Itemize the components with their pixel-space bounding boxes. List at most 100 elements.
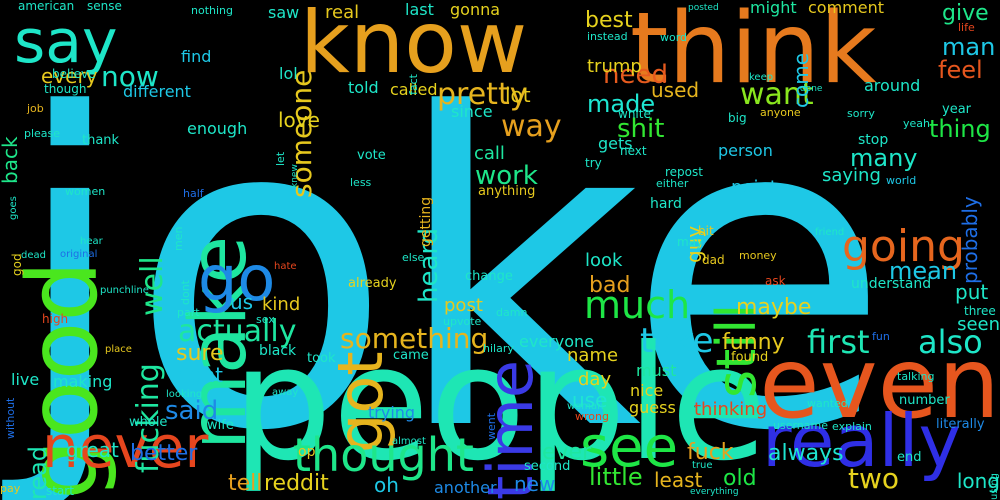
cloud-word-something: something: [340, 322, 489, 355]
cloud-word-always: always: [768, 441, 844, 466]
cloud-word-ever: ever: [542, 440, 592, 465]
cloud-word-white: white: [618, 107, 651, 121]
cloud-word-better: better: [130, 441, 198, 466]
cloud-word-hate: hate: [274, 261, 297, 272]
cloud-word-gonna: gonna: [450, 0, 501, 19]
cloud-word-see: see: [580, 415, 679, 480]
cloud-word-people: people: [232, 312, 768, 496]
cloud-word-new: new: [514, 472, 556, 496]
cloud-word-made: made: [587, 90, 656, 118]
cloud-word-point: point: [731, 177, 777, 198]
cloud-word-went: went: [485, 412, 498, 440]
cloud-word-knew: knew: [290, 164, 300, 188]
cloud-word-call: call: [474, 143, 505, 164]
cloud-word-love: love: [278, 108, 320, 132]
cloud-word-anyone: anyone: [760, 106, 801, 119]
cloud-word-dead: dead: [21, 250, 46, 261]
cloud-word-think: think: [630, 0, 877, 106]
cloud-word-yeah: yeah: [903, 117, 930, 130]
cloud-word-feel: feel: [938, 56, 983, 84]
cloud-word-year: year: [942, 102, 972, 117]
cloud-word-true: true: [692, 460, 713, 471]
cloud-word-least: least: [654, 468, 703, 492]
cloud-word-original: original: [60, 249, 98, 260]
cloud-word-even: even: [759, 327, 1000, 441]
cloud-word-took: took: [307, 351, 336, 366]
cloud-word-seen: seen: [957, 314, 1000, 335]
cloud-word-funny: funny: [722, 330, 785, 355]
cloud-word-back: back: [0, 136, 22, 184]
cloud-word-little: little: [589, 463, 643, 491]
cloud-word-long: long: [956, 469, 1000, 493]
cloud-word-actually: actually: [178, 314, 297, 349]
cloud-word-going: going: [842, 221, 965, 272]
cloud-word-please: please: [24, 127, 61, 140]
cloud-word-person: person: [718, 141, 773, 160]
cloud-word-fuck: fuck: [687, 440, 734, 465]
cloud-word-already: already: [348, 276, 397, 291]
cloud-word-goes: goes: [8, 196, 19, 220]
cloud-word-came: came: [393, 348, 429, 363]
cloud-word-big: big: [728, 111, 747, 125]
cloud-word-saying: saying: [822, 165, 881, 186]
cloud-word-post: post: [444, 295, 483, 316]
cloud-word-kind: kind: [262, 294, 301, 315]
cloud-word-though: though: [44, 82, 87, 96]
cloud-word-sorry: sorry: [847, 107, 875, 120]
cloud-word-thank: thank: [82, 133, 120, 148]
cloud-word-sex: sex: [256, 313, 275, 326]
cloud-word-every: every: [41, 64, 98, 88]
cloud-word-look: look: [585, 250, 623, 271]
cloud-word-great: great: [66, 438, 119, 462]
cloud-word-real: real: [325, 2, 360, 23]
cloud-word-must: must: [636, 361, 677, 380]
cloud-word-name: name: [567, 345, 619, 366]
cloud-word-world: world: [886, 174, 917, 187]
cloud-word-hear: hear: [80, 236, 103, 247]
cloud-word-used: used: [651, 78, 700, 102]
cloud-word-find: find: [181, 47, 212, 66]
cloud-word-come: come: [789, 52, 813, 108]
cloud-word-username: username: [773, 419, 828, 432]
cloud-word-american: american: [18, 0, 75, 13]
cloud-word-told: told: [348, 78, 379, 97]
cloud-word-day: day: [578, 369, 612, 390]
cloud-word-everyone: everyone: [519, 332, 594, 351]
cloud-word-start: start: [46, 484, 74, 498]
cloud-word-lot: lot: [505, 83, 531, 107]
cloud-word-lol: lol: [279, 64, 298, 83]
cloud-word-way: way: [501, 109, 562, 144]
cloud-word-guess: guess: [629, 398, 676, 417]
cloud-word-nice: nice: [630, 381, 664, 400]
cloud-word-whole: whole: [129, 415, 168, 430]
cloud-word-wrong: wrong: [575, 410, 609, 423]
cloud-word-maybe: maybe: [736, 295, 812, 320]
cloud-word-using: using: [989, 472, 1000, 500]
cloud-word-done: done: [800, 84, 823, 94]
cloud-word-everything: everything: [690, 487, 739, 497]
cloud-word-man: man: [942, 33, 996, 61]
cloud-word-say: say: [14, 7, 118, 77]
cloud-word-job: job: [27, 102, 44, 115]
cloud-word-upvote: upvote: [443, 315, 482, 328]
cloud-word-now: now: [101, 60, 159, 93]
cloud-word-try: try: [585, 156, 602, 170]
cloud-word-stop: stop: [858, 132, 889, 148]
cloud-word-know: know: [300, 0, 528, 93]
cloud-word-said: said: [165, 396, 219, 426]
cloud-word-life: life: [958, 21, 975, 34]
cloud-word-making: making: [53, 372, 113, 391]
cloud-word-last: last: [405, 0, 434, 19]
cloud-word-almost: almost: [392, 436, 426, 447]
cloud-word-old: old: [723, 466, 757, 491]
cloud-word-instead: instead: [587, 30, 628, 43]
cloud-word-joke: joke: [10, 25, 891, 500]
cloud-word-comment: comment: [808, 0, 885, 17]
cloud-word-never: never: [42, 413, 209, 481]
cloud-word-first: first: [807, 323, 870, 361]
cloud-word-different: different: [123, 82, 191, 101]
cloud-word-dad: dad: [702, 253, 725, 267]
cloud-word-us: us: [230, 290, 254, 314]
cloud-word-word: word: [660, 31, 688, 44]
